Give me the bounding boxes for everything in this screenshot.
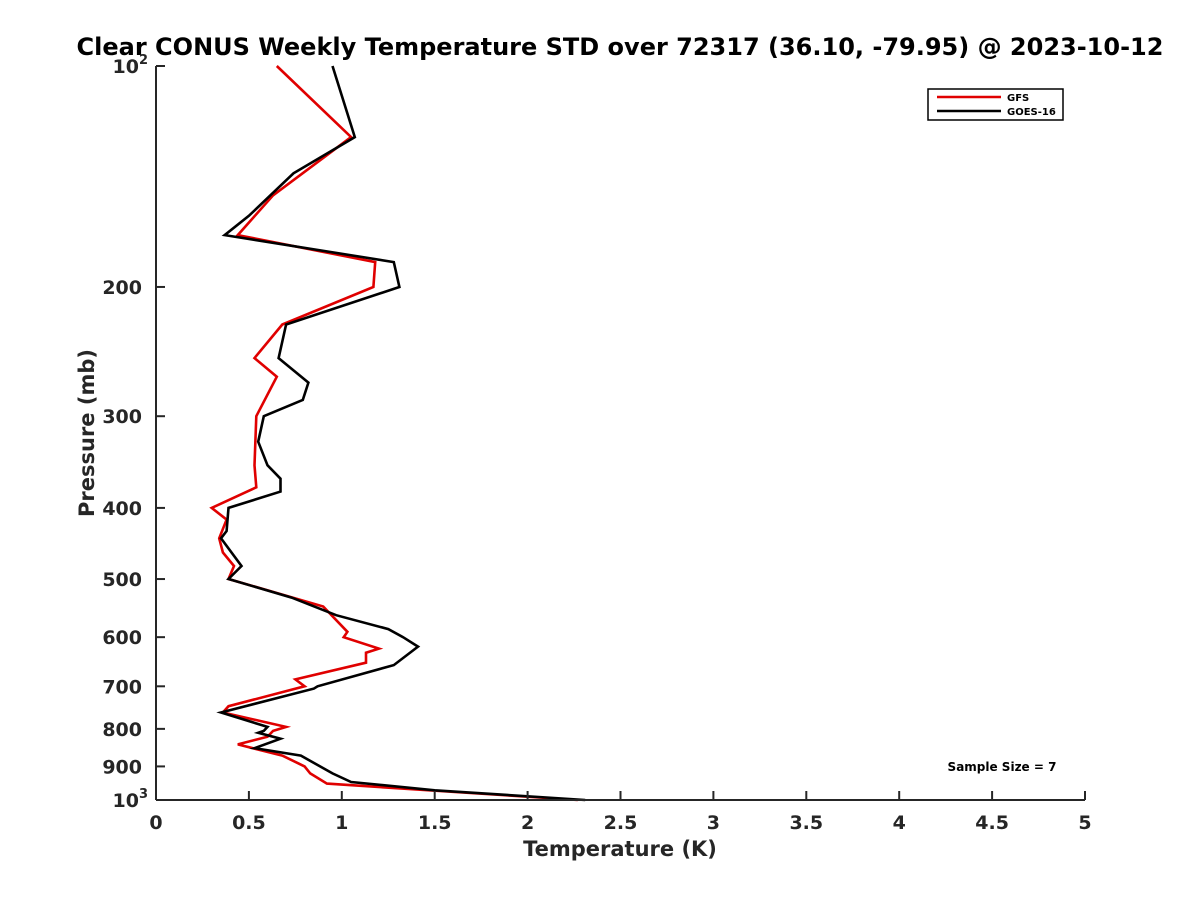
x-tick-label: 0: [149, 812, 162, 834]
plot-lines: [209, 65, 586, 802]
axes: 0 0.5 1 1.5 2 2.5 3 3.5 4 4.5 51022003004005006007…: [102, 53, 1091, 834]
x-axis-label: Temperature (K): [523, 837, 717, 861]
series-line-0: [209, 65, 578, 802]
y-tick-exponent: 2: [139, 53, 148, 68]
x-tick-label: 3.5: [789, 812, 823, 834]
y-tick-base: 10: [113, 790, 139, 812]
y-tick-label: 200: [102, 277, 142, 299]
legend-label: GOES-16: [1007, 107, 1056, 118]
x-tick-label: 1: [335, 812, 348, 834]
series-line-1: [216, 65, 586, 802]
x-tick-label: 5: [1078, 812, 1091, 834]
chart-title: Clear CONUS Weekly Temperature STD over …: [77, 33, 1164, 61]
legend-box: [927, 88, 1064, 121]
x-tick-label: 2: [521, 812, 534, 834]
y-tick-label: 102: [113, 53, 149, 78]
legend-label: GFS: [1007, 93, 1029, 104]
y-tick-label: 700: [102, 676, 142, 698]
y-tick-label: 800: [102, 719, 142, 741]
legend: GFS GOES-16: [927, 88, 1064, 121]
y-tick-label: 900: [102, 756, 142, 778]
y-tick-label: 103: [113, 787, 149, 812]
y-tick-base: 10: [113, 56, 139, 78]
x-tick-label: 1.5: [418, 812, 452, 834]
y-tick-label: 600: [102, 627, 142, 649]
x-tick-label: 4.5: [975, 812, 1009, 834]
x-tick-label: 0.5: [232, 812, 266, 834]
sample-size-note: Sample Size = 7: [948, 760, 1057, 774]
y-axis-label: Pressure (mb): [75, 349, 99, 517]
x-tick-label: 4: [893, 812, 906, 834]
y-tick-label: 500: [102, 569, 142, 591]
x-tick-label: 2.5: [604, 812, 638, 834]
y-tick-label: 400: [102, 498, 142, 520]
y-tick-exponent: 3: [139, 787, 148, 802]
x-tick-label: 3: [707, 812, 720, 834]
y-tick-label: 300: [102, 406, 142, 428]
